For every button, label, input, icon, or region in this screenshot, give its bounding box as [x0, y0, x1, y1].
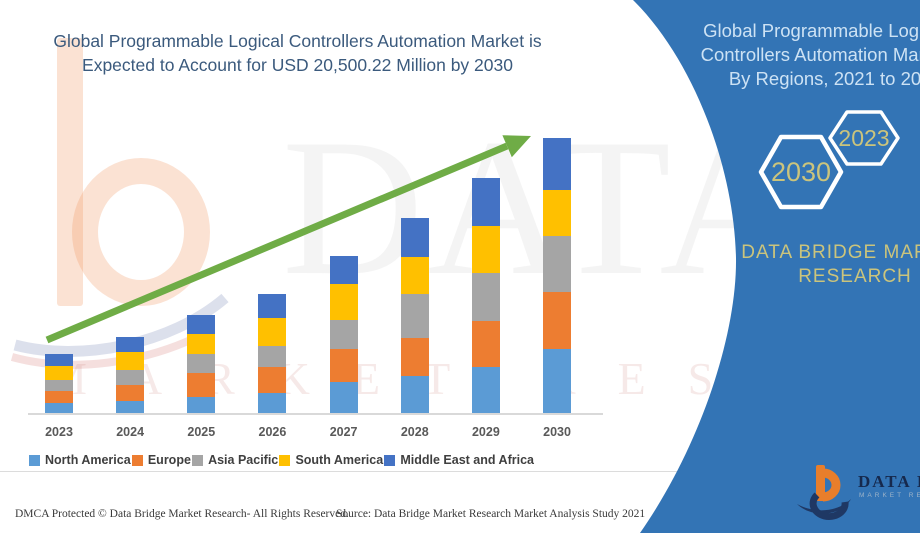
bar-2029 [471, 178, 500, 414]
legend-marker [29, 454, 40, 466]
dbmr-logo-icon [797, 465, 851, 520]
bar-segment-south-america [400, 256, 429, 295]
bar-segment-asia-pacific [116, 369, 145, 385]
chart-legend: North America Europe Asia Pacific South Ame… [29, 453, 534, 467]
x-tick-2024: 2024 [116, 425, 145, 439]
bar-segment-north-america [329, 381, 358, 414]
bar-segment-europe [543, 292, 572, 349]
bar-segment-asia-pacific [543, 236, 572, 293]
bar-segment-south-america [187, 334, 216, 355]
legend-label: Europe [147, 453, 191, 467]
dbmr-logo-tagline: MARKET RESEARCH [859, 492, 920, 499]
bar-segment-europe [471, 321, 500, 367]
dbmr-logo-wordmark: DATA BRIDGE [858, 472, 920, 491]
bar-segment-middle-east-and-africa [329, 256, 358, 285]
x-tick-2030: 2030 [543, 425, 571, 439]
legend-item-north-america: North America [29, 453, 131, 467]
footer-dmca-text: DMCA Protected © Data Bridge Market Rese… [15, 508, 349, 520]
watermark-logo-bowl [72, 158, 210, 306]
legend-marker [384, 454, 396, 466]
legend-item-europe: Europe [131, 453, 191, 467]
footer-divider [0, 471, 920, 472]
legend-marker [131, 454, 143, 466]
panel-title-line2: Controllers Automation Market [700, 44, 920, 65]
bar-segment-middle-east-and-africa [258, 293, 287, 319]
bar-segment-asia-pacific [187, 354, 216, 373]
chart-title-line2: Expected to Account for USD 20,500.22 Mi… [82, 55, 513, 75]
panel-brand: DATA BRIDGE MARKET RESEARCH [620, 241, 920, 289]
panel-title: Global Programmable Logical Controllers … [620, 19, 920, 91]
x-tick-2028: 2028 [400, 425, 429, 439]
bar-segment-middle-east-and-africa [471, 178, 500, 227]
bar-segment-europe [116, 384, 145, 402]
legend-item-middle-east-and-africa: Middle East and Africa [384, 453, 534, 467]
bar-segment-asia-pacific [400, 294, 429, 338]
bar-segment-asia-pacific [258, 345, 287, 367]
bar-segment-europe [187, 372, 216, 397]
x-tick-2026: 2026 [258, 425, 287, 439]
bar-segment-north-america [258, 393, 287, 414]
legend-item-south-america: South America [279, 453, 383, 467]
chart-title-line1: Global Programmable Logical Controllers … [53, 31, 542, 51]
legend-marker [192, 454, 204, 466]
legend-label: Middle East and Africa [400, 453, 534, 467]
bar-segment-middle-east-and-africa [45, 354, 73, 367]
bar-segment-south-america [45, 366, 73, 380]
legend-item-asia-pacific: Asia Pacific [192, 453, 278, 467]
panel-brand-line1: DATA BRIDGE MARKET [741, 242, 920, 263]
x-tick-2027: 2027 [329, 425, 358, 439]
legend-label: North America [45, 453, 131, 467]
x-tick-2029: 2029 [471, 425, 500, 439]
bar-segment-europe [400, 337, 429, 377]
bar-segment-north-america [187, 396, 216, 414]
bar-segment-asia-pacific [45, 379, 73, 391]
bar-segment-north-america [45, 403, 73, 414]
bar-segment-south-america [329, 284, 358, 321]
bar-segment-europe [258, 366, 287, 394]
bar-2027 [329, 256, 358, 414]
bar-segment-south-america [543, 190, 572, 237]
footer-source-text: Source: Data Bridge Market Research Mark… [336, 508, 646, 520]
bar-segment-asia-pacific [329, 320, 358, 349]
bar-segment-europe [329, 348, 358, 382]
bar-2028 [400, 218, 429, 414]
bar-2030 [543, 138, 572, 414]
bar-segment-europe [45, 390, 73, 404]
x-tick-2023: 2023 [45, 425, 73, 439]
bar-segment-middle-east-and-africa [543, 138, 572, 191]
bar-2023 [45, 354, 73, 414]
bar-segment-north-america [543, 348, 572, 414]
bar-segment-asia-pacific [471, 272, 500, 322]
legend-marker [279, 454, 291, 466]
legend-label: Asia Pacific [208, 453, 279, 467]
bar-segment-south-america [116, 351, 145, 370]
x-tick-2025: 2025 [187, 425, 216, 439]
chart-title: Global Programmable Logical Controllers … [10, 29, 585, 77]
bar-2026 [258, 293, 287, 414]
bar-segment-north-america [471, 366, 500, 414]
bar-segment-middle-east-and-africa [116, 336, 145, 352]
bar-segment-middle-east-and-africa [187, 315, 216, 335]
bar-segment-north-america [116, 401, 145, 414]
bar-segment-middle-east-and-africa [400, 218, 429, 257]
bar-2025 [187, 315, 216, 414]
x-axis-line [28, 413, 603, 415]
panel-brand-line2: RESEARCH [798, 266, 912, 287]
bar-segment-south-america [471, 226, 500, 273]
bar-2024 [116, 336, 145, 414]
panel-title-line1: Global Programmable Logical [703, 20, 920, 41]
legend-label: South America [295, 453, 384, 467]
bar-segment-south-america [258, 318, 287, 346]
panel-title-line3: By Regions, 2021 to 20 [728, 68, 920, 89]
bar-segment-north-america [400, 376, 429, 414]
